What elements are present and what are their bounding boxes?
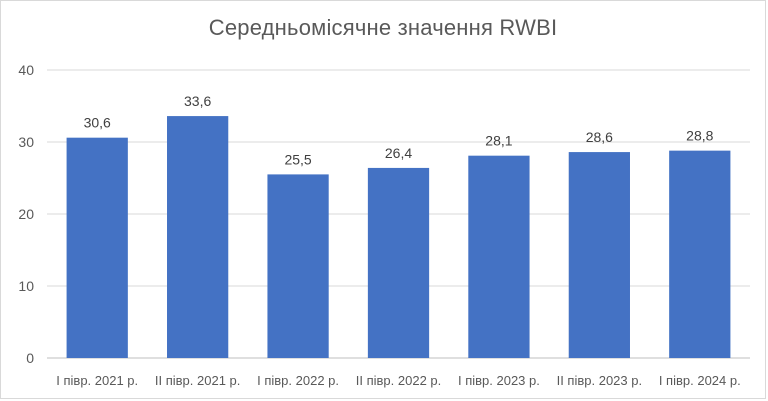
- x-tick-label: II півр. 2022 р.: [356, 373, 442, 388]
- bar: [367, 167, 430, 358]
- bar: [66, 137, 128, 358]
- y-tick-label: 10: [18, 278, 34, 294]
- bar: [167, 116, 229, 358]
- data-label: 26,4: [385, 145, 412, 161]
- data-label: 28,1: [485, 133, 512, 149]
- x-tick-label: I півр. 2024 р.: [659, 373, 741, 388]
- data-label: 28,8: [686, 128, 713, 144]
- bar: [669, 150, 731, 358]
- data-label: 30,6: [84, 115, 111, 131]
- data-label: 33,6: [184, 93, 211, 109]
- bar: [568, 152, 630, 358]
- y-tick-label: 30: [18, 134, 34, 150]
- y-tick-label: 20: [18, 206, 34, 222]
- x-tick-label: II півр. 2023 р.: [557, 373, 643, 388]
- data-label: 28,6: [586, 129, 613, 145]
- y-tick-label: 0: [26, 350, 34, 366]
- bar: [468, 155, 530, 358]
- x-tick-label: I півр. 2021 р.: [56, 373, 138, 388]
- data-label: 25,5: [284, 151, 311, 167]
- chart-title: Середньомісячне значення RWBI: [208, 15, 558, 40]
- y-tick-label: 40: [18, 62, 34, 78]
- x-tick-label: I півр. 2022 р.: [257, 373, 339, 388]
- x-tick-label: I півр. 2023 р.: [458, 373, 540, 388]
- x-tick-label: II півр. 2021 р.: [155, 373, 241, 388]
- bar: [267, 174, 329, 358]
